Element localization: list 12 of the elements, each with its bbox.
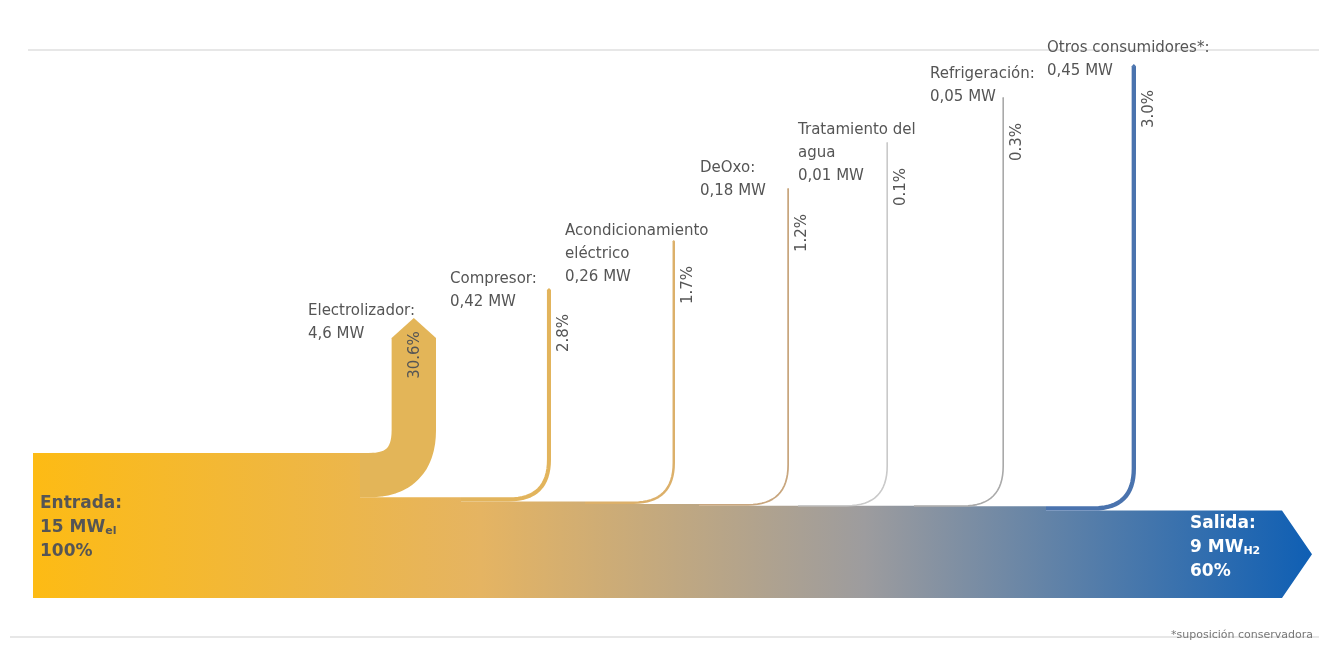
category-label: Compresor: 0,42 MW	[450, 268, 537, 310]
data-label: 1.2%	[792, 213, 810, 253]
data-label: 0.1%	[891, 167, 909, 207]
category-label: DeOxo: 0,18 MW	[700, 157, 767, 199]
data-label: 2.8%	[554, 313, 572, 353]
category-label: Otros consumidores*: 0,45 MW	[1047, 37, 1210, 79]
data-label: 30.6%	[404, 331, 423, 379]
data-label: 3.0%	[1139, 89, 1157, 129]
data-label: 0.3%	[1007, 122, 1025, 162]
text: *suposición conservadora	[1170, 627, 1313, 641]
data-label: 1.7%	[678, 265, 696, 305]
category-label: Refrigeración: 0,05 MW	[930, 63, 1035, 105]
